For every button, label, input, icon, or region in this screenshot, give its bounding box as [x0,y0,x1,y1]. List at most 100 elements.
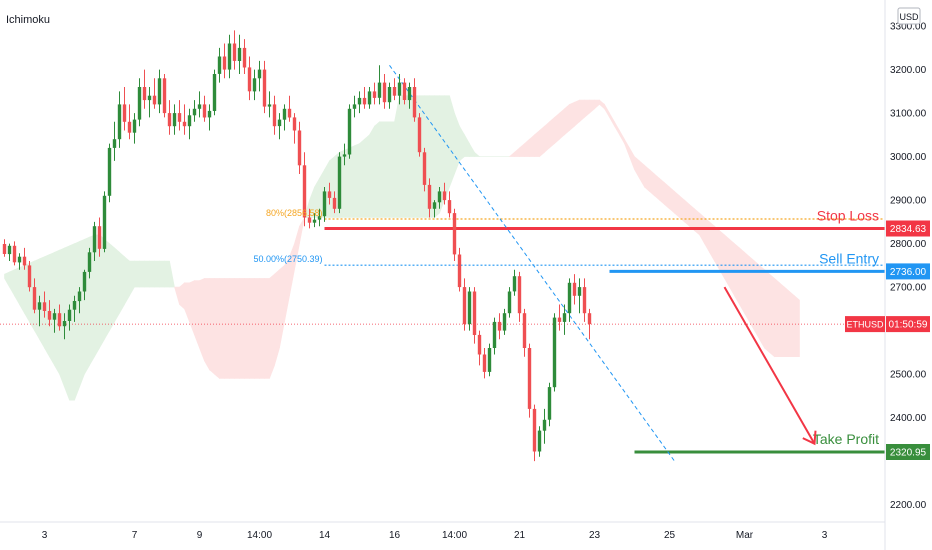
candle-body [447,200,452,214]
cloud-segment [144,260,150,288]
candle [562,304,567,335]
candle-body [237,47,242,61]
candle-body [392,87,397,96]
candle [112,121,117,161]
candle-body [572,282,577,296]
cloud-segment [114,247,120,324]
candle-body [62,321,67,327]
candle-body [422,152,427,185]
cloud-segment [49,251,55,367]
cloud-segment [344,147,350,218]
currency-badge-box [897,7,921,25]
candle-body [292,117,297,131]
candle-body [532,408,537,452]
candle-body [242,47,247,68]
cloud-segment [544,121,550,153]
candle [82,269,87,301]
candle [492,317,497,355]
candle [367,87,372,109]
candle [192,100,197,122]
countdown-tag-text: 01:50:59 [889,320,928,331]
cloud-segment [744,251,750,324]
candle-body [42,302,47,311]
cloud-segment [124,256,130,306]
cloud-segment [684,199,690,227]
candle-body [87,252,92,272]
candle [87,247,92,279]
cloud-segment [109,242,115,332]
candle-body [437,191,442,203]
time-tick-label: 16 [389,530,401,541]
trendline[interactable] [389,65,675,462]
candle [2,239,7,257]
cloud-segment [534,129,540,157]
cloud-segment [554,112,560,145]
candle [307,208,312,229]
candle-body [207,110,212,118]
cloud-segment [359,138,365,218]
cloud-segment [759,264,765,350]
level-name: Take Profit [813,431,879,447]
candle [432,200,437,218]
candle [267,91,272,118]
candle [392,78,397,101]
price-tick-label: 3100.00 [890,109,927,120]
cloud-segment [169,260,175,288]
candle [572,274,577,305]
cloud-segment [739,247,745,315]
cloud-segment [749,256,755,332]
candle [12,241,17,266]
candle [107,143,112,203]
candle [427,178,432,218]
candle [337,152,342,214]
time-tick-label: 14 [319,530,331,541]
fib-level-label: 50.00%(2750.39) [253,254,322,264]
candle-body [77,291,82,302]
price-tick-label: 2400.00 [890,413,927,424]
time-tick-label: Mar [736,530,754,541]
fib-level-label: 80%(2856.58) [266,208,323,218]
candle-body [332,197,337,209]
currency-badge[interactable]: USD [897,7,921,25]
candle [567,278,572,322]
candle-body [262,69,267,107]
time-axis[interactable]: 3 7 9 14:00 14 16 14:00 21 23 25 Mar 3 [42,530,828,541]
candle [232,30,237,70]
candle-body [527,348,532,409]
cloud-segment [154,260,160,288]
cloud-segment [244,278,250,379]
candle [142,69,147,109]
candle [217,47,222,83]
candle [7,243,12,261]
candle-body [397,82,402,96]
candle-body [252,78,257,92]
cloud-segment [54,249,60,376]
candle [132,113,137,144]
cloud-segment [199,277,205,362]
candle [312,213,317,228]
candle-body [162,78,167,114]
candle-body [52,313,57,320]
indicator-name[interactable]: Ichimoku [6,14,50,26]
cloud-segment [559,108,565,140]
candle-body [502,313,507,331]
cloud-segment [794,295,800,358]
candle-body [27,265,32,288]
cloud-segment [399,95,405,218]
cloud-segment [569,101,575,132]
candle-body [317,216,322,220]
trendline-layer [389,65,675,462]
price-label-box [886,263,930,280]
price-axis[interactable]: 3300.00 3200.00 3100.00 3000.00 2900.00 2800.… [890,22,927,512]
candle [412,78,417,122]
cloud-segment [234,278,240,379]
candle [237,34,242,74]
cloud-segment [159,260,165,288]
candle-body [522,313,527,348]
candle-body [557,317,562,322]
candle [497,313,502,340]
projection-arrow-shaft[interactable] [723,286,816,445]
cloud-segment [274,269,280,366]
candle [517,271,522,322]
